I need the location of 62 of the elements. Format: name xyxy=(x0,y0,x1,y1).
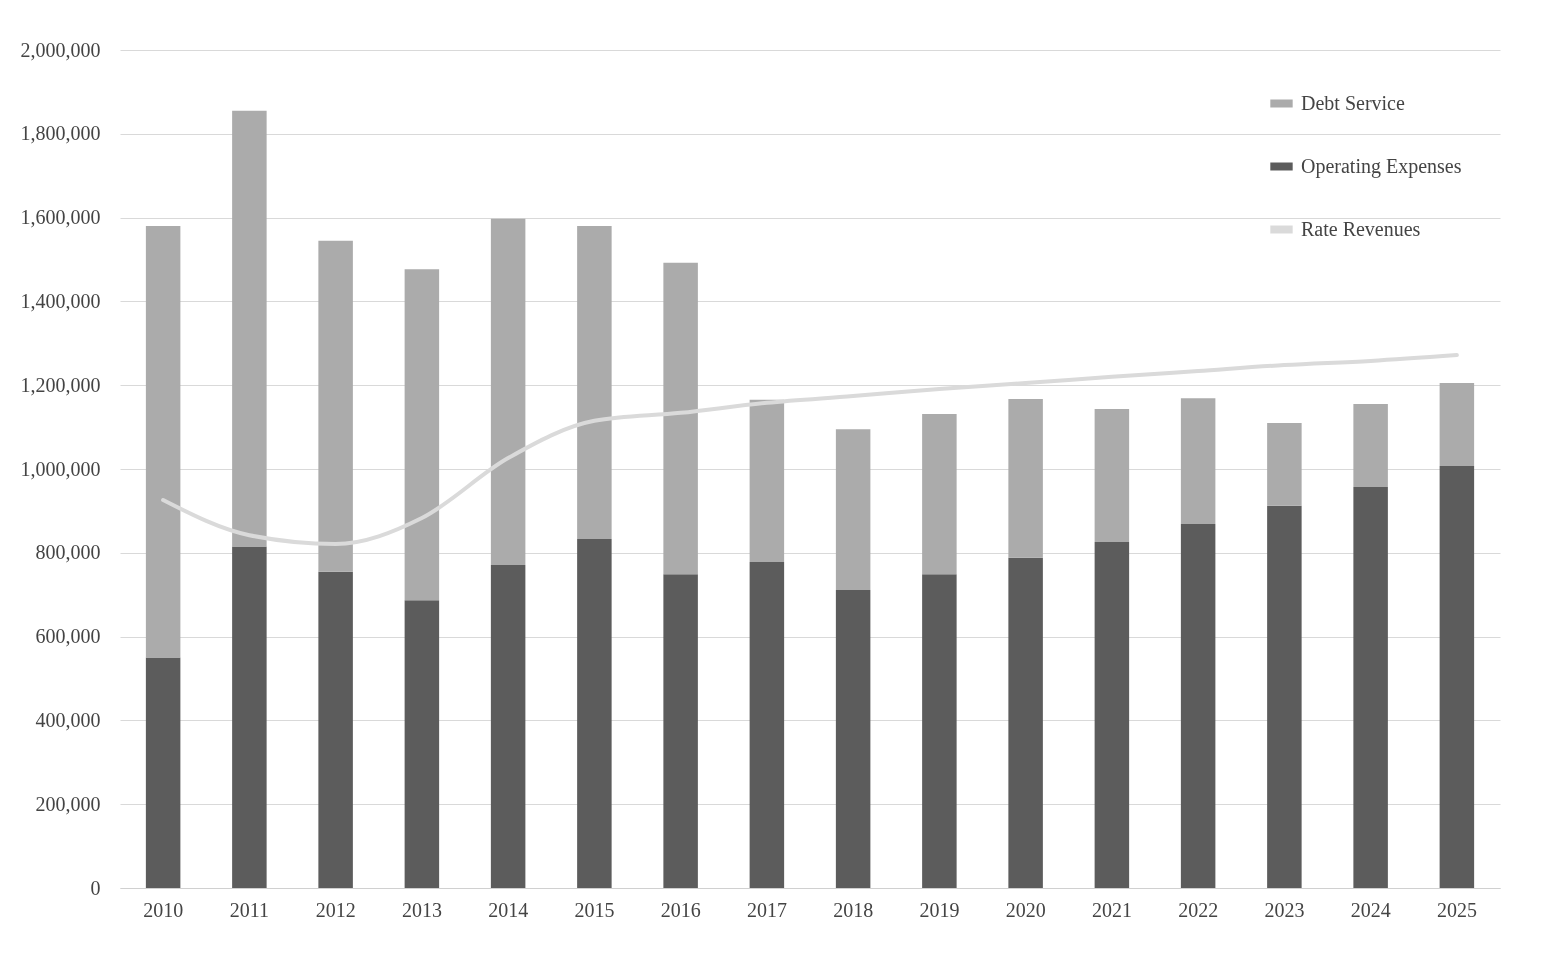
bar xyxy=(835,590,871,888)
x-tick-label: 2016 xyxy=(660,898,701,921)
bar xyxy=(145,225,181,658)
bar xyxy=(749,562,785,888)
bar xyxy=(577,225,612,539)
y-tick-label: 1,800,000 xyxy=(20,122,101,145)
bar xyxy=(318,240,353,572)
bar xyxy=(1353,487,1388,888)
x-tick-label: 2018 xyxy=(833,898,874,921)
x-tick-label: 2011 xyxy=(229,898,270,921)
bar xyxy=(232,110,267,547)
y-tick-label: 0 xyxy=(90,876,101,899)
y-tick-label: 2,000,000 xyxy=(20,38,101,61)
bar xyxy=(490,564,526,888)
x-tick-label: 2014 xyxy=(488,898,529,921)
bar xyxy=(318,571,353,888)
bar xyxy=(835,429,871,591)
x-tick-label: 2021 xyxy=(1091,898,1132,921)
bar xyxy=(749,399,785,563)
legend-label: Debt Service xyxy=(1301,91,1405,114)
bar xyxy=(1267,422,1302,506)
x-tick-label: 2013 xyxy=(401,898,442,921)
bar xyxy=(1180,523,1216,888)
x-tick-label: 2019 xyxy=(919,898,960,921)
bar xyxy=(1094,541,1130,888)
bar xyxy=(1439,466,1475,888)
x-tick-label: 2012 xyxy=(315,898,356,921)
x-tick-label: 2022 xyxy=(1178,898,1219,921)
bar xyxy=(232,546,267,888)
y-tick-label: 600,000 xyxy=(35,625,101,648)
bar xyxy=(145,657,181,888)
y-tick-label: 400,000 xyxy=(35,708,101,731)
y-tick-label: 1,400,000 xyxy=(20,289,101,312)
bar xyxy=(922,414,957,575)
bar xyxy=(1267,505,1302,888)
bar xyxy=(1008,399,1043,558)
bar xyxy=(1094,409,1130,542)
x-tick-label: 2020 xyxy=(1005,898,1046,921)
y-tick-label: 1,200,000 xyxy=(20,373,101,396)
bar xyxy=(663,262,698,575)
x-tick-label: 2025 xyxy=(1436,898,1477,921)
x-tick-label: 2024 xyxy=(1350,898,1391,921)
bar xyxy=(404,600,440,888)
x-tick-label: 2023 xyxy=(1264,898,1305,921)
bar xyxy=(1353,404,1388,488)
bar xyxy=(490,218,526,565)
bar xyxy=(1180,398,1216,524)
x-tick-label: 2015 xyxy=(574,898,615,921)
bar xyxy=(577,538,612,888)
legend-label: Operating Expenses xyxy=(1301,154,1462,178)
bar xyxy=(663,574,698,888)
y-tick-label: 800,000 xyxy=(35,541,101,564)
bar xyxy=(1008,557,1043,888)
bar xyxy=(922,574,957,888)
x-tick-label: 2010 xyxy=(143,898,184,921)
y-tick-label: 1,000,000 xyxy=(20,457,101,480)
bar xyxy=(1439,383,1475,467)
y-tick-label: 200,000 xyxy=(35,792,101,815)
x-tick-label: 2017 xyxy=(746,898,787,921)
y-tick-label: 1,600,000 xyxy=(20,206,101,229)
legend-label: Rate Revenues xyxy=(1301,217,1421,240)
bar xyxy=(404,269,440,601)
